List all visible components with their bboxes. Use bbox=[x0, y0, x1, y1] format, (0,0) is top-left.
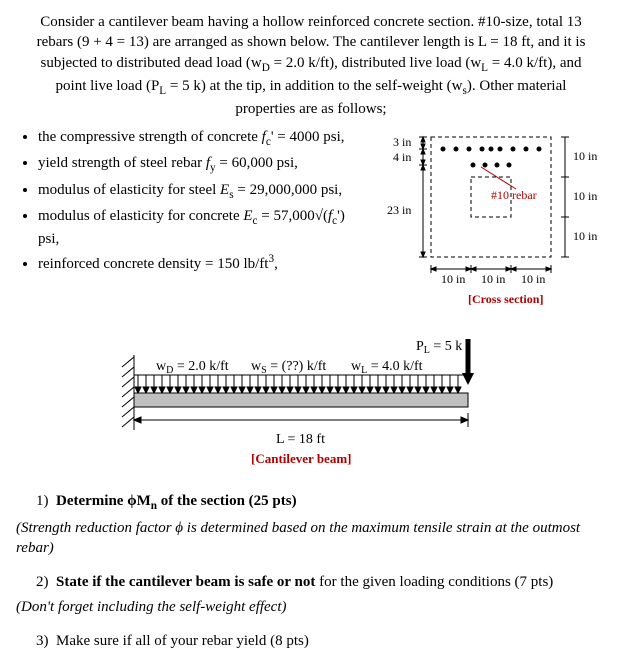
svg-text:PL = 5 k: PL = 5 k bbox=[416, 339, 462, 356]
intro-l3a: subjected to distributed dead load (w bbox=[41, 55, 262, 71]
wd-val: = 2.0 k/ft bbox=[173, 359, 228, 374]
dim-second: 4 in bbox=[393, 150, 411, 164]
prop-fy: yield strength of steel rebar fy = 60,00… bbox=[38, 153, 356, 176]
cross-section-svg: #10 rebar 10 in 10 in 10 in bbox=[376, 127, 606, 317]
dim-body: 23 in bbox=[387, 203, 411, 217]
beam-caption: [Cantilever beam] bbox=[251, 451, 351, 466]
cross-section-figure: #10 rebar 10 in 10 in 10 in bbox=[376, 127, 606, 321]
intro-l5: properties are as follows; bbox=[235, 101, 386, 117]
intro-l4c: ). Other material bbox=[467, 78, 567, 94]
question-1: 1) Determine ϕMn of the section (25 pts) bbox=[16, 491, 606, 514]
intro-l4b: = 5 k) at the tip, in addition to the se… bbox=[166, 78, 462, 94]
svg-text:wL = 4.0 k/ft: wL = 4.0 k/ft bbox=[351, 359, 423, 376]
dim-b2: 10 in bbox=[481, 272, 505, 286]
beam-length: L = 18 ft bbox=[276, 432, 325, 447]
rebar-label: #10 rebar bbox=[491, 188, 537, 202]
dim-top: 3 in bbox=[393, 135, 411, 149]
svg-text:wS = (??) k/ft: wS = (??) k/ft bbox=[251, 359, 326, 376]
intro-l3c: = 4.0 k/ft), and bbox=[488, 55, 581, 71]
pl-val: = 5 k bbox=[430, 339, 462, 354]
beam-figure: PL = 5 k wD = 2.0 k/ft wS = (??) k/ft wL… bbox=[86, 335, 536, 476]
fixed-support-icon bbox=[122, 355, 134, 430]
prop-density: reinforced concrete density = 150 lb/ft3… bbox=[38, 252, 356, 274]
intro-paragraph: Consider a cantilever beam having a holl… bbox=[16, 12, 606, 119]
intro-l2: rebars (9 + 4 = 13) are arranged as show… bbox=[37, 34, 586, 50]
props-and-figure-row: the compressive strength of concrete fc'… bbox=[16, 127, 606, 321]
question-1-note: (Strength reduction factor ϕ is determin… bbox=[16, 518, 606, 559]
dim-b1: 10 in bbox=[441, 272, 465, 286]
svg-text:wD = 2.0 k/ft: wD = 2.0 k/ft bbox=[156, 359, 229, 376]
prop-es: modulus of elasticity for steel Es = 29,… bbox=[38, 180, 356, 203]
prop-ec: modulus of elasticity for concrete Ec = … bbox=[38, 206, 356, 249]
dim-r2: 10 in bbox=[573, 189, 597, 203]
beam-svg: PL = 5 k wD = 2.0 k/ft wS = (??) k/ft wL… bbox=[86, 335, 536, 470]
intro-l3b: = 2.0 k/ft), distributed live load (w bbox=[270, 55, 481, 71]
intro-l3-sub: D bbox=[262, 62, 270, 74]
dim-r3: 10 in bbox=[573, 229, 597, 243]
question-2-note: (Don't forget including the self-weight … bbox=[16, 597, 606, 617]
intro-l4a: point live load (P bbox=[56, 78, 160, 94]
question-3: 3) Make sure if all of your rebar yield … bbox=[16, 631, 606, 651]
dim-r1: 10 in bbox=[573, 149, 597, 163]
wd-sub: D bbox=[166, 365, 173, 376]
distributed-load-arrows bbox=[135, 375, 461, 393]
wl-val: = 4.0 k/ft bbox=[367, 359, 422, 374]
material-properties: the compressive strength of concrete fc'… bbox=[16, 127, 356, 277]
prop-fc: the compressive strength of concrete fc'… bbox=[38, 127, 356, 150]
dim-b3: 10 in bbox=[521, 272, 545, 286]
pl-var: P bbox=[416, 339, 424, 354]
question-2: 2) State if the cantilever beam is safe … bbox=[16, 572, 606, 592]
ws-val: = (??) k/ft bbox=[267, 359, 327, 374]
intro-l1: Consider a cantilever beam having a holl… bbox=[40, 14, 581, 30]
cross-section-caption: [Cross section] bbox=[468, 292, 543, 306]
